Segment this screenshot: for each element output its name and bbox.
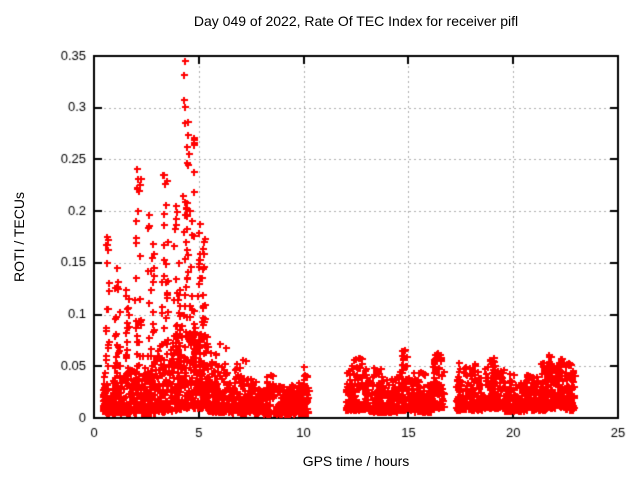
x-axis-label: GPS time / hours	[302, 453, 410, 469]
chart-title: Day 049 of 2022, Rate Of TEC Index for r…	[193, 13, 519, 29]
y-axis-label: ROTI / TECUs	[11, 192, 27, 282]
